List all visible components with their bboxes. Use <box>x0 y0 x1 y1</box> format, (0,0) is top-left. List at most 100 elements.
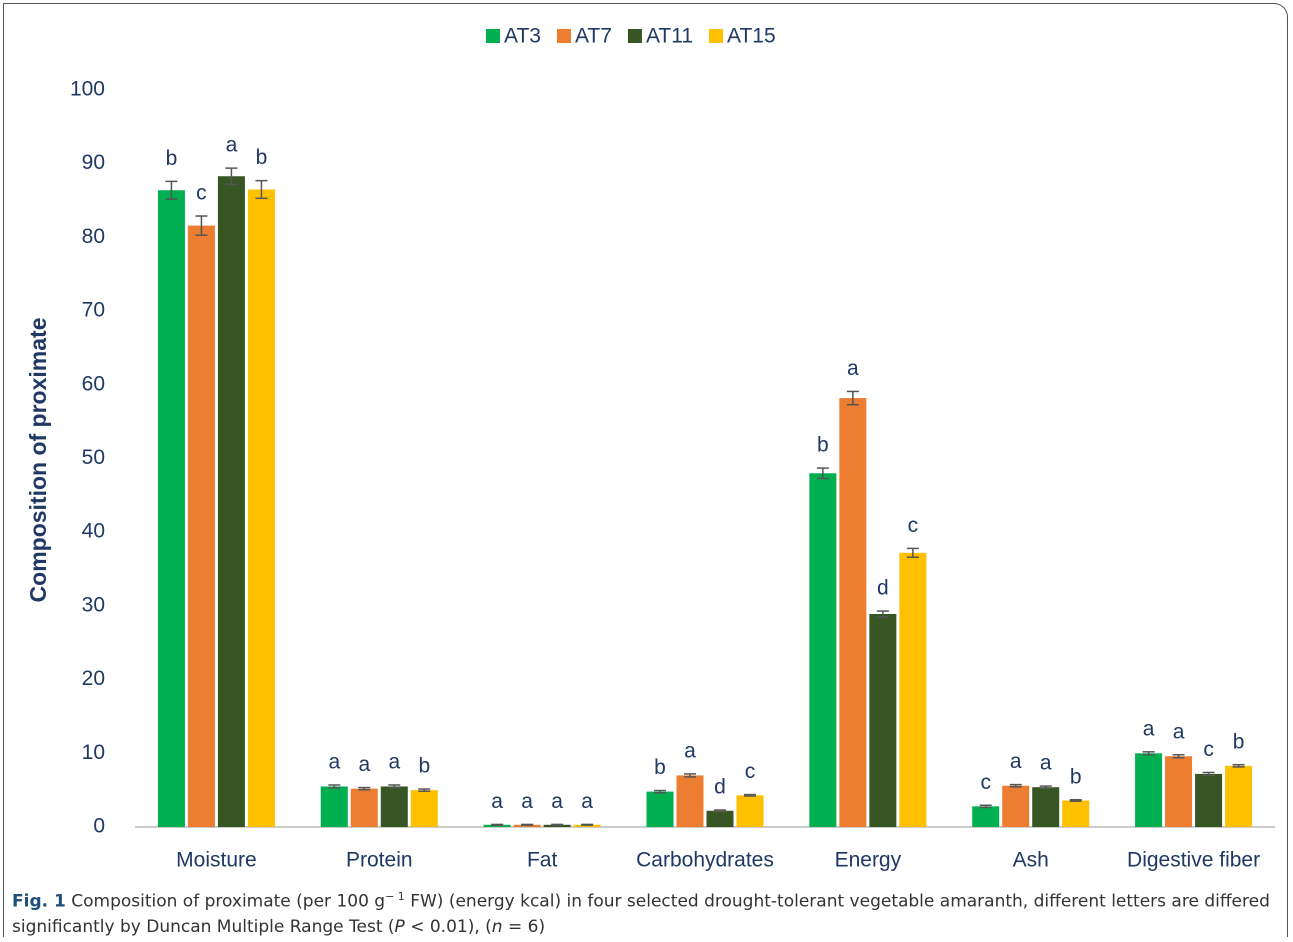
y-tick-label: 10 <box>82 741 105 764</box>
bar <box>1225 765 1253 827</box>
significance-letter: a <box>1173 720 1185 743</box>
y-tick-label: 80 <box>82 225 105 248</box>
significance-letter: d <box>877 577 889 600</box>
legend-swatch <box>709 29 724 43</box>
caption-label: Fig. 1 <box>12 891 66 912</box>
y-axis-title: Composition of proximate <box>25 318 51 603</box>
significance-letter: c <box>745 760 756 783</box>
significance-letter: a <box>1010 750 1022 773</box>
significance-letter: a <box>1143 717 1155 740</box>
error-bar <box>225 167 238 186</box>
significance-letter: a <box>521 790 533 813</box>
significance-letter: d <box>714 776 726 799</box>
x-tick-label: Carbohydrates <box>636 849 774 872</box>
error-bar <box>1232 763 1245 768</box>
error-bar <box>418 788 431 793</box>
error-bar <box>979 804 992 809</box>
error-bar <box>1009 783 1022 788</box>
error-bar <box>328 784 341 789</box>
significance-letter: b <box>256 146 268 169</box>
bar <box>706 810 734 827</box>
bar <box>350 788 378 827</box>
error-bar <box>255 179 268 200</box>
bar <box>839 398 867 827</box>
significance-letter: b <box>166 147 178 170</box>
bar <box>187 225 215 827</box>
error-bar <box>388 784 401 789</box>
significance-letter: a <box>328 751 340 774</box>
error-bar <box>1142 751 1155 756</box>
caption-text: < 0.01), ( <box>404 916 492 937</box>
y-tick-label: 100 <box>70 78 105 101</box>
y-tick-label: 70 <box>82 299 105 322</box>
caption-text: FW) (energy kcal) in four selected droug… <box>12 891 1270 937</box>
significance-letter: a <box>1040 752 1052 775</box>
legend-label: AT3 <box>504 25 541 48</box>
significance-letter: a <box>226 134 238 157</box>
error-bar <box>551 823 564 826</box>
y-tick-label: 0 <box>93 815 105 838</box>
bar <box>157 190 185 827</box>
error-bar <box>491 823 504 826</box>
error-bar <box>1172 754 1185 759</box>
x-tick-label: Moisture <box>176 849 257 872</box>
significance-letter: b <box>817 434 829 457</box>
significance-letter: a <box>581 790 593 813</box>
bar <box>1032 787 1060 827</box>
y-tick-label: 40 <box>82 520 105 543</box>
bar <box>646 791 674 827</box>
error-bar <box>358 786 371 791</box>
legend-label: AT15 <box>727 25 776 48</box>
error-bar <box>581 823 594 826</box>
bar <box>247 189 275 827</box>
frame <box>3 3 1288 937</box>
caption: Fig. 1 Composition of proximate (per 100… <box>12 884 1272 940</box>
caption-italic: n <box>491 916 503 937</box>
y-tick-label: 90 <box>82 151 105 174</box>
significance-letter: c <box>196 182 207 205</box>
bar <box>1195 773 1223 827</box>
caption-sup: − 1 <box>385 890 405 903</box>
error-bar <box>165 180 178 200</box>
error-bar <box>846 390 859 406</box>
bar <box>736 795 764 827</box>
error-bar <box>521 823 534 826</box>
bar <box>410 790 438 827</box>
error-bar <box>1069 798 1082 802</box>
y-tick-label: 20 <box>82 667 105 690</box>
error-bar <box>1202 771 1215 777</box>
error-bar <box>906 547 919 559</box>
bar <box>899 552 927 827</box>
error-bar <box>816 467 829 480</box>
x-tick-label: Energy <box>835 849 902 872</box>
x-tick-label: Protein <box>346 849 413 872</box>
caption-text: Composition of proximate (per 100 g <box>65 891 386 912</box>
significance-letter: a <box>847 357 859 380</box>
legend-swatch <box>486 29 500 43</box>
significance-letter: a <box>491 790 503 813</box>
x-tick-label: Ash <box>1013 849 1049 872</box>
y-tick-label: 60 <box>82 372 105 395</box>
y-tick-label: 30 <box>82 593 105 616</box>
bar <box>217 176 245 827</box>
significance-letter: a <box>358 753 370 776</box>
caption-italic: P <box>394 916 405 937</box>
bar <box>1062 800 1090 827</box>
bar <box>869 614 897 827</box>
x-tick-label: Fat <box>527 849 558 872</box>
bar <box>809 473 837 827</box>
bar <box>1002 785 1030 827</box>
x-tick-label: Digestive fiber <box>1127 849 1260 872</box>
bar <box>380 786 408 827</box>
significance-letter: b <box>418 755 430 778</box>
error-bar <box>744 793 756 797</box>
error-bar <box>684 773 696 778</box>
legend-swatch <box>627 29 642 43</box>
bar <box>676 775 704 827</box>
error-bar <box>1039 785 1052 790</box>
significance-letter: a <box>551 790 563 813</box>
error-bar <box>714 809 726 813</box>
error-bar <box>876 610 889 618</box>
y-tick-label: 50 <box>82 446 105 469</box>
